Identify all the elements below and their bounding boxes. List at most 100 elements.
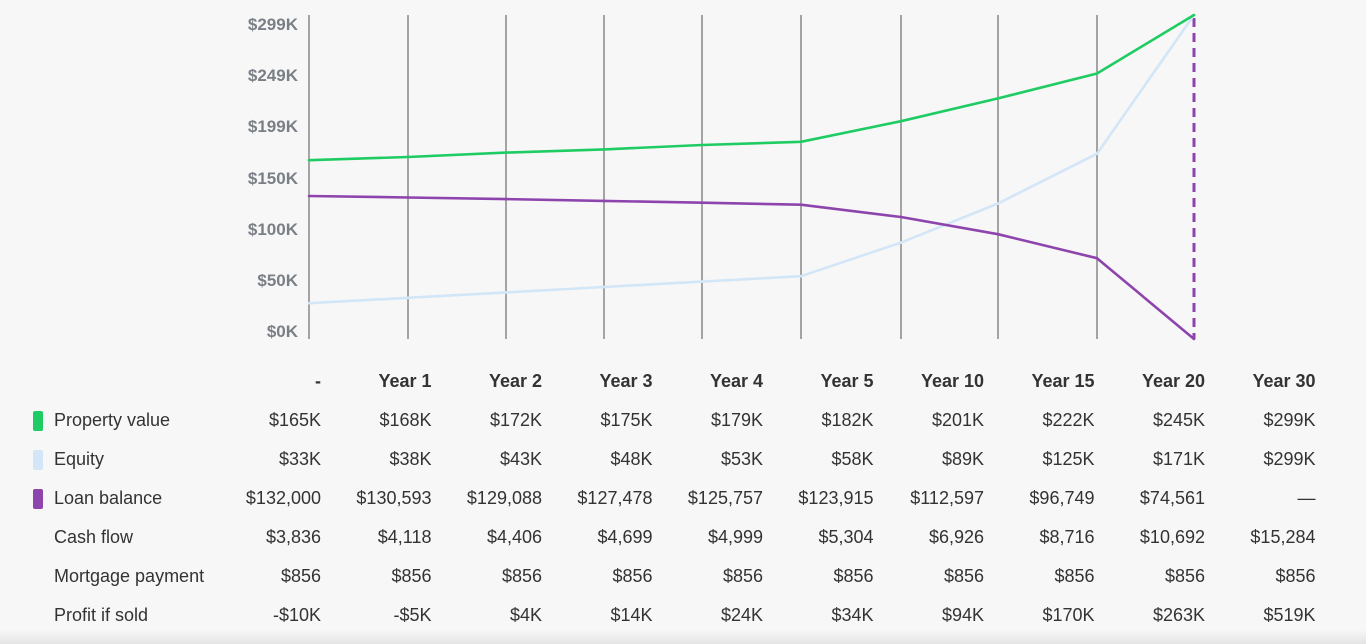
row-label-cell: Property value	[20, 401, 234, 440]
table-cell: $3,836	[265, 527, 321, 547]
table-cell: $856	[280, 566, 321, 586]
data-point	[504, 291, 508, 294]
data-point	[406, 155, 410, 159]
data-point	[602, 285, 606, 289]
data-point	[1095, 256, 1099, 260]
data-point	[504, 197, 508, 201]
data-point	[700, 280, 704, 283]
table-cell: $94K	[941, 605, 984, 625]
table-cell: $856	[1054, 566, 1095, 586]
table-cell: $165K	[268, 410, 321, 430]
data-point	[307, 301, 311, 305]
table-cell: -$10K	[272, 605, 321, 625]
series-line-property-value	[308, 13, 1195, 162]
table-cell: $34K	[831, 605, 874, 625]
series-line-equity	[308, 14, 1196, 305]
series-lines	[307, 13, 1196, 341]
table-cell: $4,406	[486, 527, 542, 547]
row-label-cell: Profit if sold	[20, 596, 234, 635]
table-row: Property value $165K $168K $172K $175K $179K $…	[20, 401, 1316, 440]
y-tick-label: $299K	[248, 15, 299, 34]
legend-swatch	[33, 449, 43, 470]
column-header: Year 4	[709, 371, 763, 391]
table-cell: $4K	[509, 605, 542, 625]
row-label: Profit if sold	[54, 605, 149, 625]
table-cell: $4,699	[597, 527, 653, 547]
table-cell: $4,999	[707, 527, 763, 547]
table-cell: $127,478	[577, 488, 653, 508]
table-cell: $4,118	[377, 527, 432, 547]
table-body: Property value $165K $168K $172K $175K $179K $…	[20, 401, 1316, 635]
table-cell: $856	[833, 566, 874, 586]
table-cell: $130,593	[356, 488, 432, 508]
y-axis: $0K $50K $100K $150K $199K $249K $299K	[248, 15, 299, 341]
table-cell: $263K	[1152, 605, 1205, 625]
table-cell: $132,000	[245, 488, 321, 508]
data-point	[1192, 337, 1196, 341]
row-label: Cash flow	[54, 527, 134, 547]
row-label-cell: Loan balance	[20, 479, 234, 518]
column-header: Year 10	[920, 371, 984, 391]
table-cell: $14K	[610, 605, 653, 625]
table-cell: $10,692	[1139, 527, 1205, 547]
table-cell: $125,757	[687, 488, 763, 508]
data-point	[307, 194, 311, 198]
table-cell: $33K	[278, 449, 321, 469]
data-point	[602, 199, 606, 203]
table-header-row: - Year 1 Year 2 Year 3 Year 4 Year 5 Year 10 Ye…	[20, 362, 1316, 401]
legend-swatch	[33, 567, 43, 587]
table-cell: $123,915	[798, 488, 874, 508]
table-cell: $8,716	[1039, 527, 1095, 547]
series-line-loan-balance	[308, 194, 1195, 340]
table-cell: $170K	[1042, 605, 1095, 625]
row-label: Property value	[54, 410, 171, 430]
table-row: Profit if sold -$10K -$5K $4K $14K $24K $34K $9…	[20, 596, 1316, 635]
table-cell: $96,749	[1029, 488, 1095, 508]
table-cell: $856	[722, 566, 763, 586]
table-cell: $856	[501, 566, 542, 586]
y-tick-label: $150K	[248, 169, 299, 188]
bottom-fade	[0, 630, 1366, 644]
legend-swatch	[33, 488, 43, 509]
y-tick-label: $0K	[267, 322, 299, 341]
header-spacer	[20, 362, 234, 401]
table-cell: $112,597	[910, 488, 984, 508]
table-cell: $6,926	[928, 527, 984, 547]
data-point	[700, 201, 704, 204]
data-point	[1095, 72, 1099, 75]
data-point	[307, 158, 311, 162]
data-point	[899, 119, 903, 123]
table-cell: $171K	[1152, 449, 1205, 469]
data-point	[406, 196, 410, 199]
line-chart: $0K $50K $100K $150K $199K $249K $299K	[248, 13, 1196, 341]
table-cell: $168K	[379, 410, 432, 430]
data-point	[700, 143, 704, 147]
column-header: Year 20	[1141, 371, 1205, 391]
column-header: Year 1	[378, 371, 432, 391]
table-cell: $53K	[720, 449, 763, 469]
grid-lines	[308, 15, 1196, 339]
y-tick-label: $100K	[248, 220, 299, 239]
data-point	[799, 203, 803, 206]
table-cell: $856	[1164, 566, 1205, 586]
row-label-cell: Mortgage payment	[20, 557, 234, 596]
row-label-cell: Cash flow	[20, 518, 234, 557]
column-header: Year 5	[820, 371, 874, 391]
legend-swatch	[33, 606, 43, 626]
table-cell: $222K	[1042, 410, 1095, 430]
table-cell: $856	[1275, 566, 1316, 586]
data-point	[1095, 152, 1099, 155]
table-row: Mortgage payment $856 $856 $856 $856 $856 $856…	[20, 557, 1316, 596]
table-cell: $129,088	[466, 488, 542, 508]
table-cell: $299K	[1263, 449, 1316, 469]
table-cell: $48K	[610, 449, 653, 469]
data-point	[504, 151, 508, 154]
data-table: - Year 1 Year 2 Year 3 Year 4 Year 5 Year 10 Ye…	[20, 362, 1316, 635]
table-cell: $5,304	[818, 527, 874, 547]
y-tick-label: $249K	[248, 66, 299, 85]
data-point	[602, 148, 606, 151]
data-point	[996, 202, 1000, 205]
table-cell: $201K	[931, 410, 984, 430]
data-point	[899, 215, 903, 219]
table-cell: $38K	[389, 449, 432, 469]
